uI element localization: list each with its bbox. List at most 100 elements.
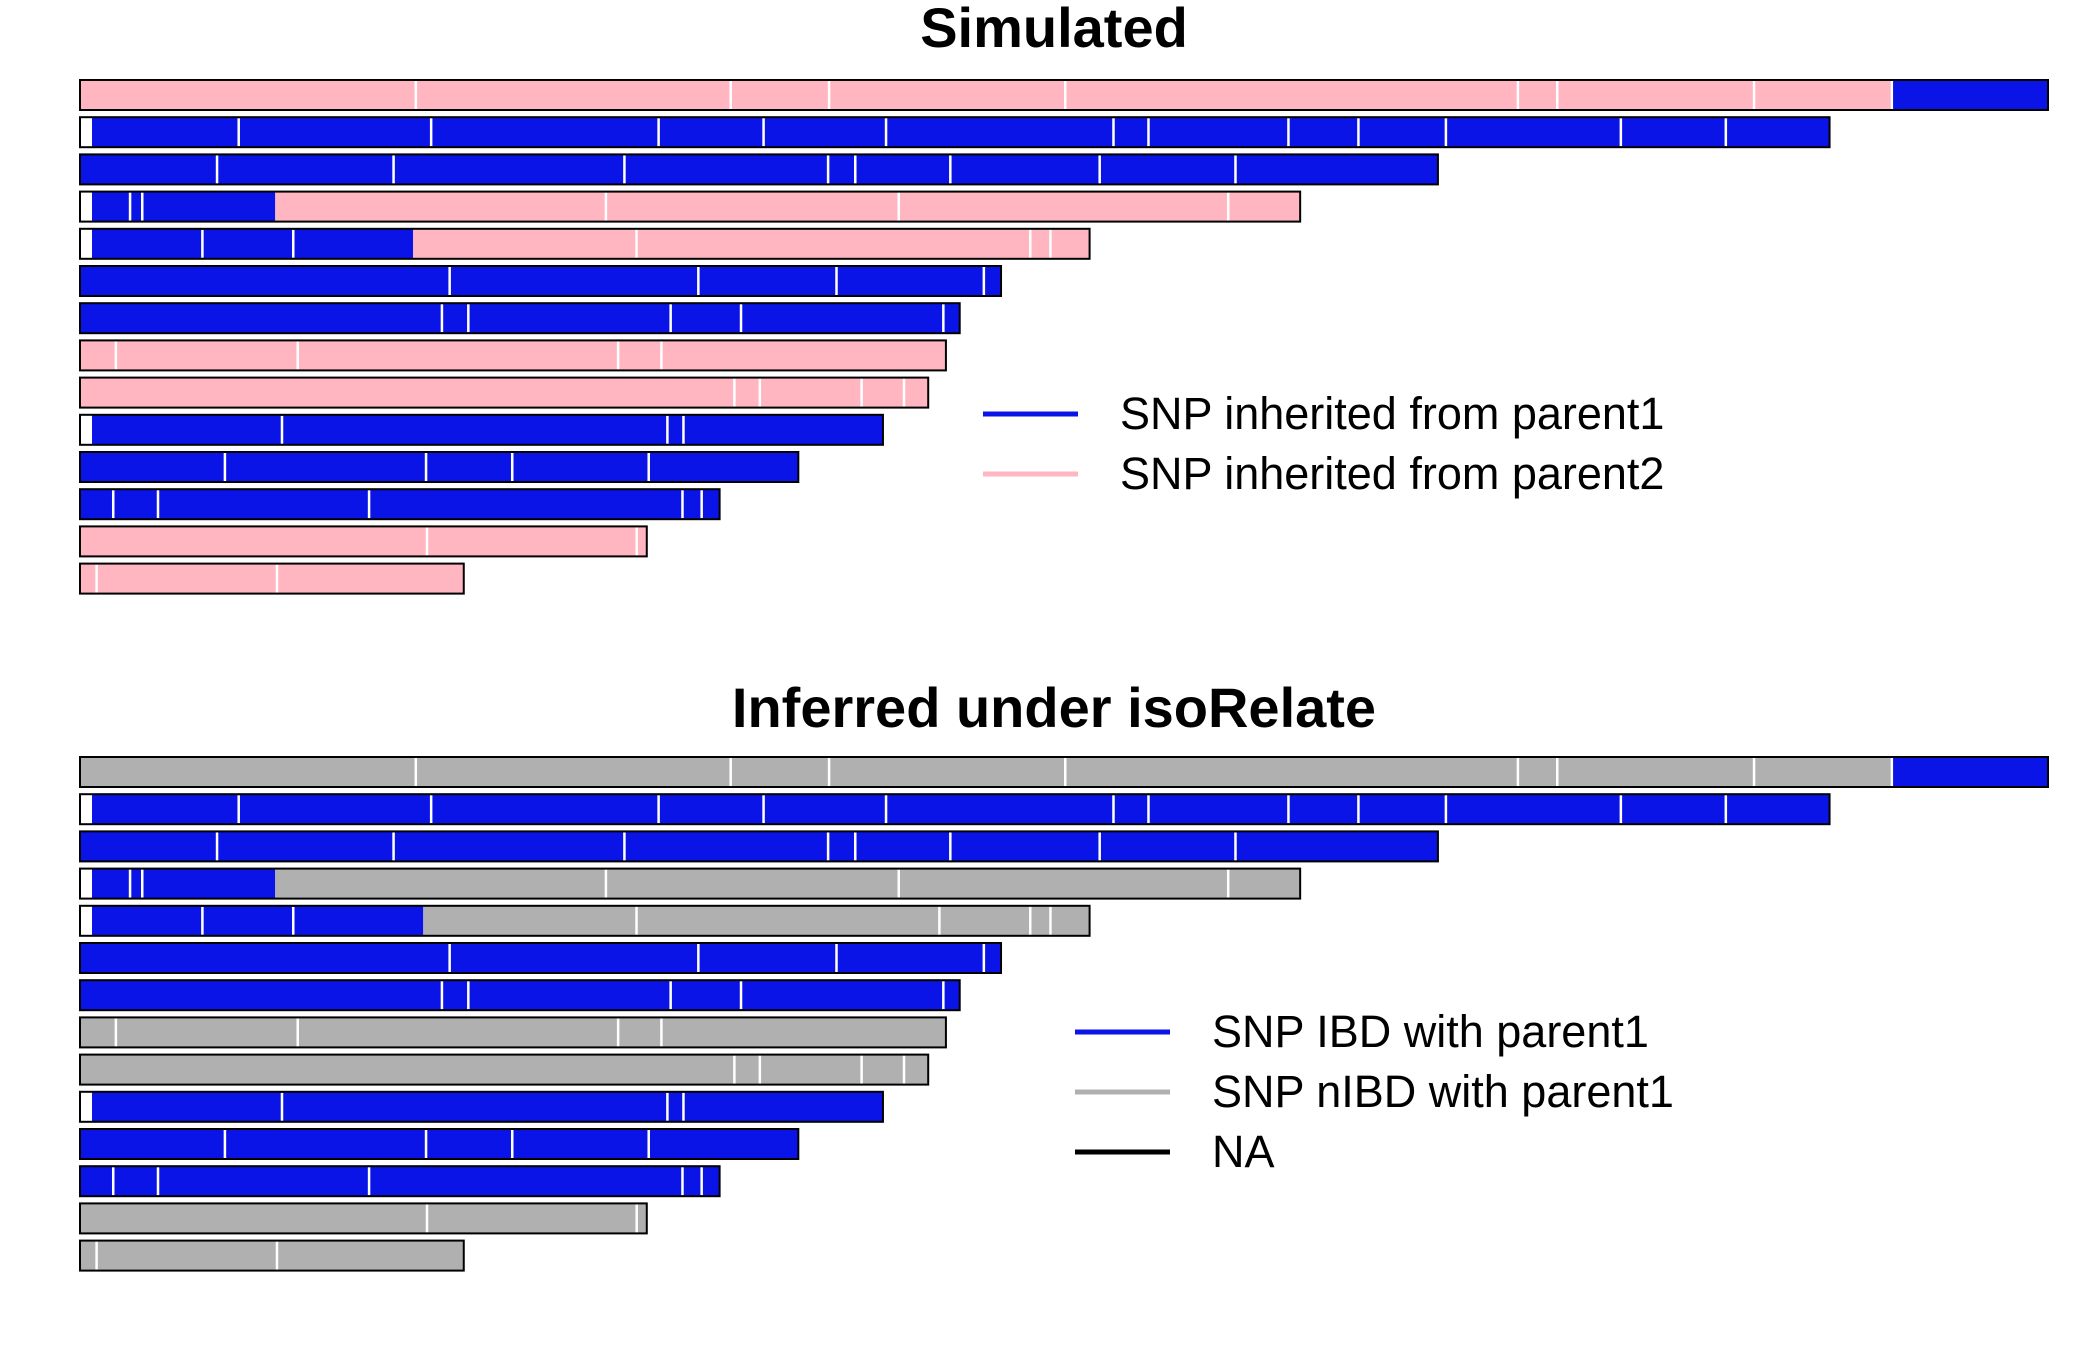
snp-gap-mark xyxy=(635,229,638,258)
snp-gap-mark xyxy=(95,1241,98,1270)
chromosome-outline xyxy=(79,525,648,558)
chromosome-segment-blue xyxy=(80,868,276,899)
snp-gap-mark xyxy=(729,81,732,109)
chromosome-outline xyxy=(79,1202,648,1235)
chromosome-bar xyxy=(79,302,961,335)
snp-gap-mark xyxy=(429,795,433,824)
chromosome-segment-blue xyxy=(80,154,1438,185)
legend-label-ibd: SNP IBD with parent1 xyxy=(1212,1006,1649,1057)
snp-gap-mark xyxy=(201,229,204,258)
snp-gap-mark xyxy=(739,981,743,1010)
snp-gap-mark xyxy=(237,118,240,147)
na-region xyxy=(80,1091,92,1122)
chromosome-bar xyxy=(79,1128,800,1160)
snp-gap-mark xyxy=(660,1018,663,1047)
snp-gap-mark xyxy=(647,1130,650,1158)
snp-gap-mark xyxy=(1147,795,1150,824)
snp-gap-mark xyxy=(826,155,830,184)
snp-gap-mark xyxy=(854,832,857,861)
snp-gap-mark xyxy=(367,1167,371,1196)
chromosome-outline xyxy=(79,1165,721,1198)
chromosome-bar xyxy=(79,1053,930,1086)
snp-gap-mark xyxy=(1357,118,1360,147)
chromosome-bar xyxy=(79,1202,648,1235)
na-region xyxy=(80,905,92,936)
chromosome-bar xyxy=(79,413,884,446)
chromosome-bar xyxy=(79,1239,465,1272)
legend-label-nibd: SNP nIBD with parent1 xyxy=(1212,1066,1674,1117)
snp-gap-mark xyxy=(982,267,986,295)
snp-gap-mark xyxy=(111,490,115,519)
snp-gap-mark xyxy=(739,304,743,333)
snp-gap-mark xyxy=(237,795,240,824)
snp-gap-mark xyxy=(128,869,132,898)
chromosome-outline xyxy=(79,1239,465,1272)
na-region xyxy=(80,414,92,445)
snp-gap-mark xyxy=(1029,229,1032,258)
chromosome-bar xyxy=(79,376,930,409)
simulated-legend: SNP inherited from parent1 SNP inherited… xyxy=(983,388,1664,499)
snp-gap-mark xyxy=(604,192,608,221)
snp-gap-mark xyxy=(682,1092,685,1121)
chromosome-outline xyxy=(79,756,2049,788)
snp-gap-mark xyxy=(697,944,700,972)
chromosome-outline xyxy=(79,1053,930,1086)
snp-gap-mark xyxy=(1516,81,1520,109)
snp-gap-mark xyxy=(729,758,732,786)
inferred-panel: Inferred under isoRelate SNP IBD with pa… xyxy=(79,676,2049,1272)
chromosome-bar xyxy=(79,904,1091,937)
snp-gap-mark xyxy=(860,378,863,407)
chromosome-segment-blue xyxy=(80,117,1830,148)
chromosome-outline xyxy=(79,793,1831,826)
snp-gap-mark xyxy=(733,378,736,407)
snp-gap-mark xyxy=(942,304,945,333)
chromosome-outline xyxy=(79,1128,800,1160)
chromosome-segment-grey xyxy=(80,1203,647,1234)
snp-gap-mark xyxy=(141,869,144,898)
snp-gap-mark xyxy=(448,944,451,972)
snp-gap-mark xyxy=(275,564,279,593)
snp-gap-mark xyxy=(1724,118,1728,147)
snp-gap-mark xyxy=(292,229,295,258)
snp-gap-mark xyxy=(635,1204,638,1233)
snp-gap-mark xyxy=(758,378,762,407)
chromosome-outline xyxy=(79,942,1003,974)
chromosome-outline xyxy=(79,488,721,521)
snp-gap-mark xyxy=(414,81,418,109)
chromosome-segment-blue xyxy=(80,1129,799,1159)
snp-gap-mark xyxy=(660,341,663,370)
snp-gap-mark xyxy=(681,1167,684,1196)
snp-gap-mark xyxy=(1226,192,1230,221)
snp-gap-mark xyxy=(657,795,660,824)
snp-gap-mark xyxy=(616,341,620,370)
chromosome-segment-blue xyxy=(1890,80,2048,110)
chromosome-segment-blue xyxy=(80,794,1830,825)
snp-gap-mark xyxy=(156,1167,160,1196)
chromosome-bar xyxy=(79,79,2049,111)
chromosome-segment-pink xyxy=(413,228,1090,259)
chromosome-bar xyxy=(79,116,1831,149)
legend-label-na: NA xyxy=(1212,1126,1275,1177)
snp-gap-mark xyxy=(1064,81,1067,109)
snp-gap-mark xyxy=(835,267,838,295)
inferred-chromosome-bars xyxy=(79,756,2049,1272)
snp-gap-mark xyxy=(367,490,371,519)
snp-gap-mark xyxy=(682,415,685,444)
chromosome-segment-blue xyxy=(80,266,1002,296)
snp-gap-mark xyxy=(1444,118,1448,147)
snp-gap-mark xyxy=(733,1055,736,1084)
snp-gap-mark xyxy=(1287,795,1290,824)
chromosome-segment-blue xyxy=(80,414,883,445)
chromosome-outline xyxy=(79,339,947,372)
snp-gap-mark xyxy=(296,341,299,370)
chromosome-segment-blue xyxy=(80,191,276,222)
inferred-legend: SNP IBD with parent1 SNP nIBD with paren… xyxy=(1075,1006,1674,1177)
snp-gap-mark xyxy=(95,564,98,593)
chromosome-outline xyxy=(79,413,884,446)
chromosome-segment-blue xyxy=(80,980,960,1011)
chromosome-bar xyxy=(79,1016,947,1049)
snp-gap-mark xyxy=(1890,758,1894,786)
snp-gap-mark xyxy=(440,981,444,1010)
snp-gap-mark xyxy=(111,1167,115,1196)
